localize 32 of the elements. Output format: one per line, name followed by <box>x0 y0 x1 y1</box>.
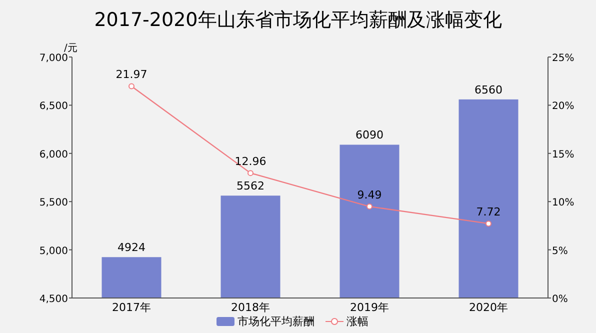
chart-title: 2017-2020年山东省市场化平均薪酬及涨幅变化 <box>94 9 502 31</box>
legend-label: 涨幅 <box>346 315 368 328</box>
x-tick-label: 2017年 <box>112 301 151 314</box>
point <box>486 220 492 227</box>
data-label: 6560 <box>474 83 502 96</box>
y2-tick-label: 10% <box>552 198 574 209</box>
data-label: 5562 <box>236 180 264 193</box>
point <box>248 170 254 176</box>
data-label: 21.97 <box>116 68 148 82</box>
x-tick-label: 2018年 <box>231 301 270 314</box>
y2-tick-label: 0% <box>552 294 568 305</box>
y2-tick-label: 25% <box>552 53 574 64</box>
y-tick-label: 6,500 <box>39 101 68 112</box>
y2-tick-label: 5% <box>552 246 568 257</box>
point <box>128 83 134 90</box>
y-tick-label: 5,500 <box>39 198 68 209</box>
data-label: 7.72 <box>476 206 501 219</box>
data-label: 6090 <box>356 128 384 142</box>
y-tick-label: 4,500 <box>39 294 68 305</box>
data-label: 9.49 <box>357 188 382 202</box>
y-tick-label: 7,000 <box>39 53 68 64</box>
data-label: 4924 <box>118 241 146 254</box>
y-axis-title: /元 <box>64 43 78 54</box>
data-label: 12.96 <box>234 155 266 168</box>
x-tick-label: 2020年 <box>469 301 508 314</box>
y-tick-label: 5,000 <box>39 246 68 257</box>
y-tick-label: 6,000 <box>39 149 68 160</box>
point <box>366 204 372 210</box>
legend-label: 市场化平均薪酬 <box>238 315 314 328</box>
y2-tick-label: 20% <box>552 101 574 112</box>
y2-tick-label: 15% <box>552 149 574 160</box>
x-tick-label: 2019年 <box>350 301 389 314</box>
